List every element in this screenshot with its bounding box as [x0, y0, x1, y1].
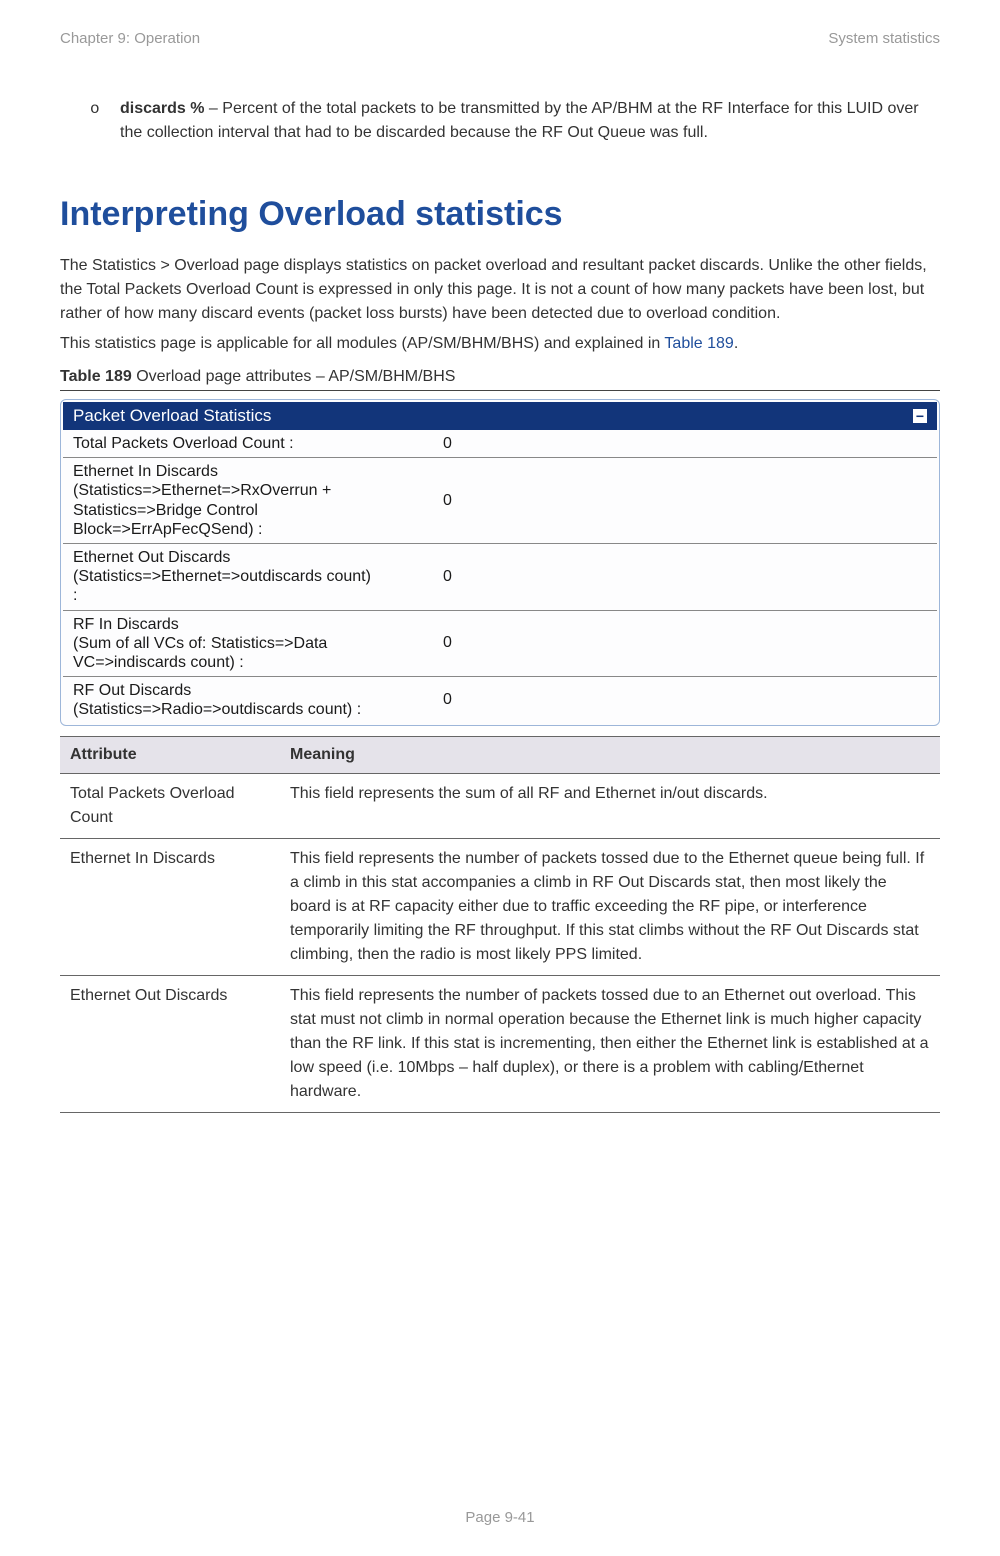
attr-cell: Ethernet In Discards	[60, 839, 280, 976]
bullet-discards: o discards % – Percent of the total pack…	[90, 97, 940, 145]
stat-row: Ethernet In Discards (Statistics=>Ethern…	[63, 458, 937, 544]
page-container: Chapter 9: Operation System statistics o…	[0, 0, 1000, 1556]
bullet-text: discards % – Percent of the total packet…	[120, 97, 940, 145]
attribute-table: Attribute Meaning Total Packets Overload…	[60, 736, 940, 1113]
stat-row: RF In Discards (Sum of all VCs of: Stati…	[63, 611, 937, 678]
stat-value: 0	[443, 568, 927, 586]
bullet-rest: – Percent of the total packets to be tra…	[120, 100, 919, 141]
panel-title-text: Packet Overload Statistics	[73, 406, 271, 426]
table-row: Total Packets Overload Count This field …	[60, 774, 940, 839]
panel-title-bar: Packet Overload Statistics −	[63, 402, 937, 430]
stat-value: 0	[443, 435, 927, 453]
stat-label: Total Packets Overload Count :	[73, 434, 443, 453]
stat-label: RF In Discards (Sum of all VCs of: Stati…	[73, 615, 443, 673]
table-reference-link[interactable]: Table 189	[664, 335, 733, 352]
table-caption-bold: Table 189	[60, 368, 132, 385]
para2-post: .	[734, 335, 738, 352]
table-caption: Table 189 Overload page attributes – AP/…	[60, 368, 940, 391]
table-row: Ethernet Out Discards This field represe…	[60, 976, 940, 1113]
table-row: Ethernet In Discards This field represen…	[60, 839, 940, 976]
para2-pre: This statistics page is applicable for a…	[60, 335, 664, 352]
stat-row: RF Out Discards (Statistics=>Radio=>outd…	[63, 677, 937, 723]
attr-cell: Ethernet Out Discards	[60, 976, 280, 1113]
overload-statistics-panel: Packet Overload Statistics − Total Packe…	[60, 399, 940, 726]
header-left: Chapter 9: Operation	[60, 30, 200, 47]
stat-value: 0	[443, 691, 927, 709]
table-caption-rest: Overload page attributes – AP/SM/BHM/BHS	[132, 368, 456, 385]
section-heading: Interpreting Overload statistics	[60, 195, 940, 234]
intro-paragraph-2: This statistics page is applicable for a…	[60, 332, 940, 356]
stat-label: Ethernet Out Discards (Statistics=>Ether…	[73, 548, 443, 606]
table-header-row: Attribute Meaning	[60, 737, 940, 774]
page-header: Chapter 9: Operation System statistics	[60, 30, 940, 47]
collapse-icon[interactable]: −	[913, 409, 927, 423]
stat-row: Ethernet Out Discards (Statistics=>Ether…	[63, 544, 937, 611]
col-header-meaning: Meaning	[280, 737, 940, 774]
intro-paragraph-1: The Statistics > Overload page displays …	[60, 254, 940, 326]
meaning-cell: This field represents the sum of all RF …	[280, 774, 940, 839]
header-right: System statistics	[828, 30, 940, 47]
meaning-cell: This field represents the number of pack…	[280, 839, 940, 976]
attr-cell: Total Packets Overload Count	[60, 774, 280, 839]
bullet-bold: discards %	[120, 100, 204, 117]
col-header-attribute: Attribute	[60, 737, 280, 774]
page-footer: Page 9-41	[0, 1509, 1000, 1526]
stat-value: 0	[443, 492, 927, 510]
stat-label: Ethernet In Discards (Statistics=>Ethern…	[73, 462, 443, 539]
stat-row: Total Packets Overload Count : 0	[63, 430, 937, 458]
bullet-marker: o	[90, 97, 120, 145]
meaning-cell: This field represents the number of pack…	[280, 976, 940, 1113]
stat-value: 0	[443, 634, 927, 652]
stat-label: RF Out Discards (Statistics=>Radio=>outd…	[73, 681, 443, 719]
